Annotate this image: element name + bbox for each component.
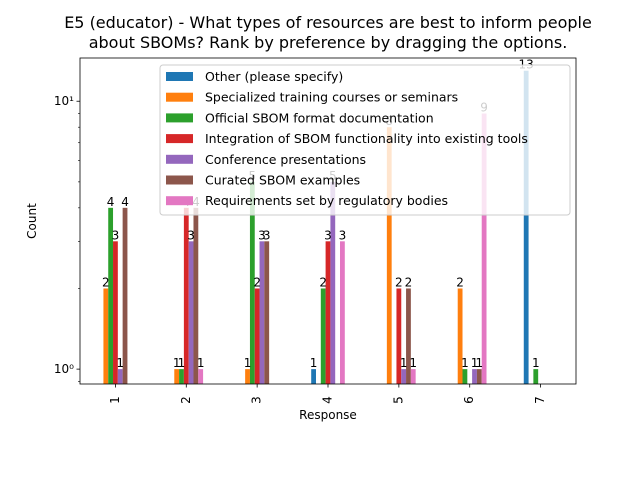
bar-value-label: 1: [471, 356, 479, 370]
legend-swatch: [166, 154, 193, 164]
bar: [330, 181, 336, 384]
bar: [406, 288, 411, 384]
x-tick-label: 6: [462, 396, 476, 404]
chart-title: E5 (educator) - What types of resources …: [64, 13, 592, 52]
bar-value-label: 3: [324, 228, 332, 242]
bar-value-label: 1: [197, 356, 205, 370]
legend-entry: Specialized training courses or seminars: [205, 90, 458, 105]
bar: [183, 207, 189, 384]
legend-swatch: [166, 72, 193, 81]
y-axis-label: Count: [25, 203, 39, 239]
bar: [254, 288, 260, 384]
bar: [113, 241, 118, 384]
legend-box: [159, 64, 571, 216]
legend-swatch: [166, 175, 193, 185]
bar: [325, 241, 331, 384]
bar-value-label: 2: [395, 275, 403, 289]
bar-value-label: 1: [475, 356, 483, 370]
chart-title-line: E5 (educator) - What types of resources …: [64, 13, 592, 32]
bar: [103, 288, 109, 384]
bar-value-label: 4: [121, 195, 129, 209]
bar-value-label: 3: [258, 228, 266, 242]
bar-value-label: 1: [409, 356, 417, 370]
x-tick-label: 3: [250, 396, 264, 404]
bar-value-label: 2: [405, 275, 413, 289]
y-tick-label: 10¹: [54, 94, 74, 108]
bar-value-label: 1: [178, 356, 186, 370]
x-tick-label: 2: [179, 396, 193, 404]
bar: [245, 369, 250, 384]
bar-value-label: 1: [244, 356, 252, 370]
bar: [179, 369, 184, 384]
bar: [472, 369, 477, 384]
y-tick-label: 10⁰: [54, 362, 74, 376]
bar-value-label: 2: [319, 275, 327, 289]
x-tick-label: 1: [108, 396, 122, 404]
legend-entry: Official SBOM format documentation: [205, 110, 434, 125]
bar: [340, 241, 345, 384]
bar-value-label: 1: [116, 356, 124, 370]
bar-value-label: 3: [339, 228, 347, 242]
legend-swatch: [166, 113, 193, 123]
axes: 1 2 3 4 5 6 7 10⁰ 10¹: [54, 57, 577, 404]
legend-entry: Integration of SBOM functionality into e…: [205, 131, 528, 146]
bar: [108, 207, 114, 384]
bar-value-label: 1: [173, 356, 181, 370]
legend-swatch: [166, 196, 193, 206]
bar-value-label: 2: [102, 275, 110, 289]
legend-entry: Requirements set by regulatory bodies: [205, 193, 448, 208]
bar: [533, 369, 539, 384]
legend: Other (please specify) Specialized traini…: [159, 64, 571, 216]
x-tick-label: 5: [391, 396, 405, 404]
bar-value-label: 1: [461, 356, 469, 370]
x-axis-label: Response: [299, 408, 357, 422]
x-tick-label: 7: [533, 396, 547, 404]
legend-entry: Curated SBOM examples: [205, 173, 360, 188]
bar: [410, 369, 416, 384]
bar-value-label: 3: [112, 228, 120, 242]
bar-value-label: 3: [263, 228, 271, 242]
bar: [122, 207, 128, 384]
bar: [476, 369, 482, 384]
legend-entry: Other (please specify): [205, 69, 343, 84]
bar: [462, 369, 468, 384]
bar-value-label: 1: [400, 356, 408, 370]
bar-value-label: 2: [253, 275, 261, 289]
legend-swatch: [166, 134, 193, 144]
bar: [264, 241, 270, 384]
bar: [401, 369, 407, 384]
bar-value-label: 2: [456, 275, 464, 289]
bar: [249, 181, 255, 384]
bars: [103, 70, 539, 384]
bar-value-label: 3: [187, 228, 195, 242]
legend-swatch: [166, 92, 193, 102]
chart-title-line: about SBOMs? Rank by preference by dragg…: [89, 33, 568, 52]
bar-value-label: 4: [107, 195, 115, 209]
bar: [481, 113, 487, 384]
bar: [259, 241, 265, 384]
legend-entry: Conference presentations: [205, 152, 366, 167]
bar: [457, 288, 463, 384]
bar: [188, 241, 194, 384]
bar: [311, 369, 316, 384]
bar: [193, 207, 199, 384]
bar: [320, 288, 326, 384]
bar-value-label: 1: [310, 356, 318, 370]
bar: [117, 369, 123, 384]
bar: [174, 369, 180, 384]
bar: [386, 127, 392, 384]
bar-value-label: 1: [532, 356, 540, 370]
bar: [198, 369, 204, 384]
x-tick-label: 4: [321, 396, 335, 404]
bar: [523, 70, 529, 384]
bar: [396, 288, 402, 384]
